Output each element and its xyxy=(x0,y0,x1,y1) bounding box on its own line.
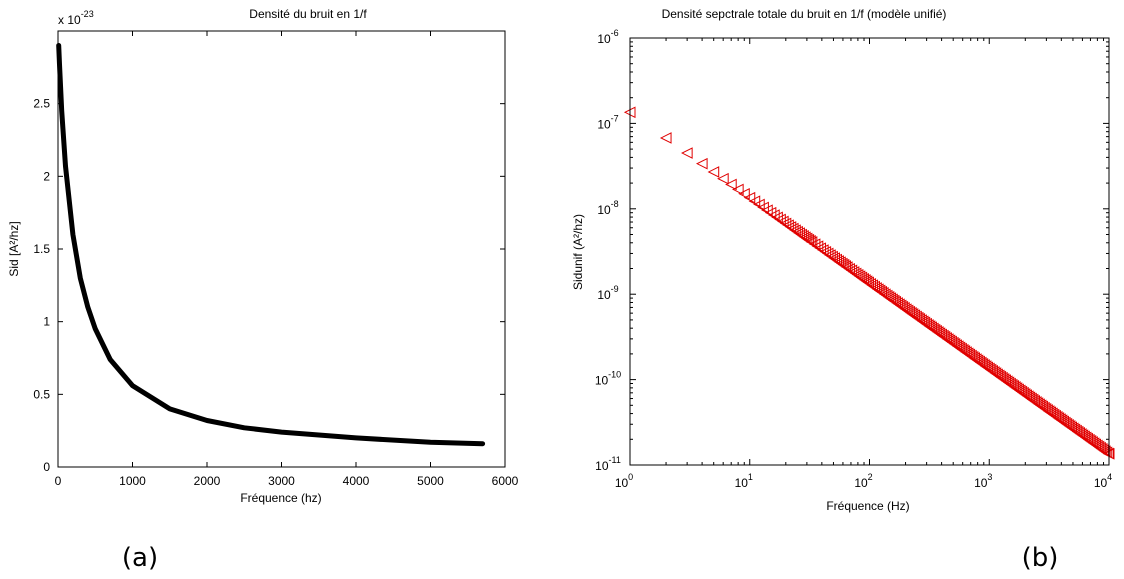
chart-a-x-tick-label: 4000 xyxy=(343,474,370,488)
chart-b-marker xyxy=(777,215,789,228)
chart-b-y-tick-base: 10 xyxy=(595,459,609,473)
chart-b-marker xyxy=(738,187,750,200)
chart-a-title: Densité du bruit en 1/f xyxy=(249,7,367,21)
chart-a-x-ticks: 0 1000 2000 3000 4000 5000 6000 xyxy=(55,31,519,488)
chart-b-x-tick-label: 102 xyxy=(854,472,872,490)
chart-a-y-ticks: 0 0.5 1 1.5 2 2.5 xyxy=(33,97,505,474)
chart-b-y-tick-exp: -9 xyxy=(611,284,619,294)
chart-a-y-tick-label: 2 xyxy=(43,169,50,183)
chart-b-marker xyxy=(695,157,708,170)
chart-b-x-tick-exp: 4 xyxy=(1107,472,1112,482)
chart-b-x-tick-exp: 3 xyxy=(987,472,992,482)
chart-b-y-tick-base: 10 xyxy=(597,288,611,302)
chart-b-y-tick-base: 10 xyxy=(597,32,611,46)
chart-b-y-tick-label: 10-7 xyxy=(597,113,618,131)
chart-b-y-tick-exp: -6 xyxy=(611,28,619,38)
chart-a-curve-group xyxy=(56,43,486,447)
chart-b-marker xyxy=(811,240,824,253)
chart-a-x-tick-label: 6000 xyxy=(492,474,519,488)
chart-a-series-line xyxy=(56,43,486,447)
chart-b-x-tick-exp: 2 xyxy=(868,472,873,482)
chart-b-marker xyxy=(761,204,773,216)
chart-b-y-tick-label: 10-8 xyxy=(597,199,618,217)
chart-b-y-tick-label: 10-11 xyxy=(595,455,621,473)
chart-b-x-tick-exp: 1 xyxy=(748,472,753,482)
chart-b-y-tick-label: 10-9 xyxy=(597,284,618,302)
chart-b-marker xyxy=(808,238,821,250)
chart-b-x-tick-exp: 0 xyxy=(628,472,633,482)
chart-b-y-tick-exp: -10 xyxy=(608,370,621,380)
chart-a-y-label: Sid [A²/hz] xyxy=(7,221,21,276)
chart-a-y-multiplier-base: x 10 xyxy=(58,13,81,27)
chart-b-x-tick-label: 103 xyxy=(974,472,992,490)
chart-b-x-ticks: 100 101 102 103 104 xyxy=(615,38,1112,490)
chart-b-y-label: Sidunif (A²/hz) xyxy=(571,214,585,290)
chart-b: Densité sepctrale totale du bruit en 1/f… xyxy=(571,7,1115,573)
chart-b-y-tick-base: 10 xyxy=(597,117,611,131)
chart-b-y-tick-base: 10 xyxy=(597,203,611,217)
chart-a-x-tick-label: 3000 xyxy=(268,474,295,488)
chart-b-markers-group xyxy=(623,106,1115,460)
chart-b-marker xyxy=(717,172,729,185)
chart-b-x-tick-base: 10 xyxy=(735,476,749,490)
chart-a-y-tick-label: 1 xyxy=(43,315,50,329)
chart-a-y-multiplier: x 10-23 xyxy=(58,9,94,27)
chart-b-x-tick-base: 10 xyxy=(615,476,629,490)
chart-b-x-tick-label: 101 xyxy=(735,472,753,490)
chart-b-x-tick-label: 104 xyxy=(1094,472,1112,490)
chart-b-marker xyxy=(764,206,777,219)
chart-b-y-tick-exp: -11 xyxy=(609,455,621,465)
chart-a-axes-box xyxy=(57,30,506,468)
chart-b-marker xyxy=(805,236,818,248)
chart-b-marker xyxy=(743,191,756,204)
chart-b-marker xyxy=(707,166,720,178)
chart-a-x-tick-label: 2000 xyxy=(194,474,221,488)
chart-a-y-tick-label: 1.5 xyxy=(33,242,50,256)
chart-b-marker xyxy=(771,211,783,224)
chart-a-x-label: Fréquence (hz) xyxy=(240,491,321,505)
chart-a-y-tick-label: 2.5 xyxy=(33,97,50,111)
chart-b-x-label: Fréquence (Hz) xyxy=(826,499,909,513)
panel-a-caption: (a) xyxy=(122,543,158,573)
chart-b-marker xyxy=(725,178,737,191)
chart-b-marker xyxy=(659,132,672,144)
chart-a-x-tick-label: 0 xyxy=(55,474,62,488)
chart-b-x-tick-label: 100 xyxy=(615,472,633,490)
chart-a-x-tick-label: 5000 xyxy=(417,474,444,488)
chart-a-y-tick-label: 0.5 xyxy=(33,387,50,401)
chart-b-x-tick-base: 10 xyxy=(974,476,988,490)
chart-b-y-tick-label: 10-10 xyxy=(595,370,621,388)
chart-b-title: Densité sepctrale totale du bruit en 1/f… xyxy=(662,7,947,21)
chart-b-y-tick-exp: -8 xyxy=(611,199,619,209)
chart-b-marker xyxy=(768,209,780,221)
panel-b-caption: (b) xyxy=(1022,543,1059,573)
chart-b-x-tick-base: 10 xyxy=(1094,476,1108,490)
chart-b-marker xyxy=(732,183,744,196)
chart-b-y-tick-base: 10 xyxy=(595,374,609,388)
chart-a: Densité du bruit en 1/f x 10-23 0 1000 200… xyxy=(7,7,519,573)
chart-a-y-tick-label: 0 xyxy=(43,460,50,474)
chart-b-y-tick-label: 10-6 xyxy=(597,28,618,46)
chart-b-marker xyxy=(774,213,786,226)
chart-b-marker xyxy=(681,147,693,159)
chart-b-y-tick-exp: -7 xyxy=(611,113,619,123)
chart-a-x-tick-label: 1000 xyxy=(119,474,146,488)
chart-b-x-tick-base: 10 xyxy=(854,476,868,490)
chart-a-y-multiplier-exp: -23 xyxy=(81,9,94,19)
